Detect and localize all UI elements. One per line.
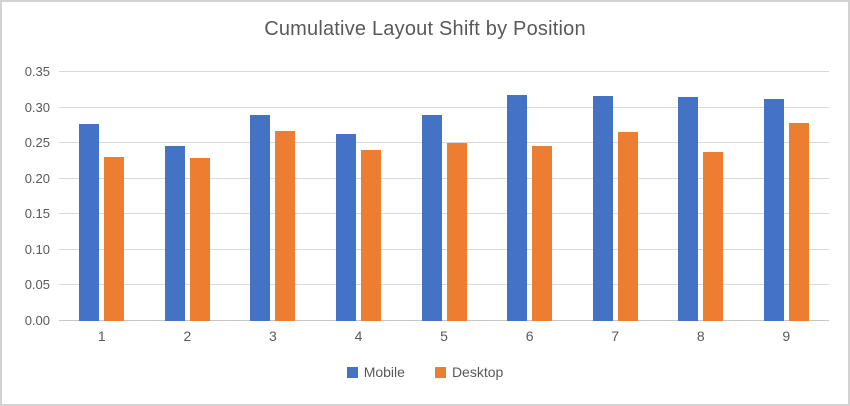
bar-mobile-8 bbox=[678, 96, 699, 321]
bar-group-9 bbox=[744, 72, 830, 321]
y-axis-labels: 0.00 0.05 0.10 0.15 0.20 0.25 0.30 0.35 bbox=[2, 64, 50, 328]
x-tick-label-7: 7 bbox=[611, 328, 620, 344]
bar-desktop-9 bbox=[788, 123, 809, 321]
y-tick-label-0.25: 0.25 bbox=[24, 135, 50, 151]
x-tick-label-4: 4 bbox=[354, 328, 363, 344]
x-tick-label-9: 9 bbox=[782, 328, 791, 344]
x-tick-label-8: 8 bbox=[696, 328, 705, 344]
gridline-0.30 bbox=[59, 106, 829, 108]
x-tick-label-5: 5 bbox=[440, 328, 448, 344]
bar-desktop-8 bbox=[703, 152, 724, 321]
legend: Mobile Desktop bbox=[2, 364, 848, 380]
gridline-0.35 bbox=[59, 71, 829, 72]
bar-desktop-4 bbox=[360, 150, 381, 321]
gridline-0.15 bbox=[59, 213, 829, 215]
bars-layer bbox=[59, 72, 829, 321]
bar-group-4 bbox=[316, 72, 402, 321]
gridline-0.20 bbox=[59, 177, 829, 179]
legend-label-mobile: Mobile bbox=[363, 364, 405, 380]
x-tick-label-1: 1 bbox=[97, 328, 106, 344]
bar-desktop-5 bbox=[446, 143, 467, 321]
y-tick-label-0.10: 0.10 bbox=[24, 241, 50, 257]
bar-desktop-6 bbox=[532, 146, 553, 321]
y-tick-label-0.30: 0.30 bbox=[24, 99, 50, 115]
y-tick-label-0.05: 0.05 bbox=[24, 277, 50, 293]
bar-mobile-7 bbox=[592, 96, 613, 321]
bar-desktop-2 bbox=[189, 158, 210, 321]
bar-group-5 bbox=[401, 72, 487, 321]
gridline-0.10 bbox=[59, 248, 829, 250]
bar-group-6 bbox=[487, 72, 573, 321]
legend-marker-desktop bbox=[434, 366, 446, 378]
bar-group-2 bbox=[145, 72, 231, 321]
gridline-0.00 bbox=[59, 320, 829, 321]
bar-mobile-9 bbox=[763, 99, 784, 321]
bar-mobile-3 bbox=[250, 114, 271, 321]
bar-group-8 bbox=[658, 72, 744, 321]
bar-mobile-6 bbox=[507, 95, 528, 321]
bar-mobile-2 bbox=[164, 146, 185, 321]
y-tick-label-0.15: 0.15 bbox=[24, 206, 50, 222]
gridline-0.25 bbox=[59, 142, 829, 144]
legend-marker-mobile bbox=[346, 366, 358, 378]
x-tick-label-6: 6 bbox=[525, 328, 534, 344]
bar-desktop-1 bbox=[104, 157, 125, 321]
bar-mobile-1 bbox=[79, 123, 100, 321]
y-tick-label-0.20: 0.20 bbox=[24, 170, 50, 186]
bar-group-1 bbox=[59, 72, 145, 321]
chart-title: Cumulative Layout Shift by Position bbox=[264, 18, 586, 40]
bar-group-7 bbox=[572, 72, 658, 321]
plot-area bbox=[59, 71, 829, 321]
legend-item-desktop: Desktop bbox=[434, 364, 504, 380]
gridline-0.05 bbox=[59, 284, 829, 286]
bar-group-3 bbox=[230, 72, 316, 321]
bar-desktop-3 bbox=[275, 131, 296, 321]
legend-item-mobile: Mobile bbox=[346, 364, 405, 380]
y-tick-label-0.00: 0.00 bbox=[24, 313, 50, 328]
x-tick-label-3: 3 bbox=[269, 328, 277, 344]
bar-mobile-4 bbox=[335, 133, 356, 321]
bar-desktop-7 bbox=[617, 132, 638, 321]
x-axis-labels: 1 2 3 4 5 6 7 8 9 bbox=[59, 328, 829, 344]
bar-mobile-5 bbox=[421, 115, 442, 321]
x-tick-label-2: 2 bbox=[183, 328, 192, 344]
y-tick-label-0.35: 0.35 bbox=[24, 64, 50, 79]
legend-label-desktop: Desktop bbox=[451, 364, 504, 380]
